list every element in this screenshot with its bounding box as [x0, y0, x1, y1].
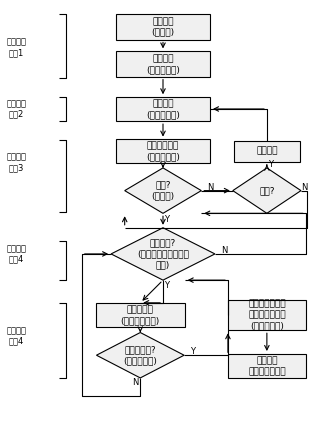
Bar: [116, 139, 210, 163]
Text: 启动?
(通道键): 启动? (通道键): [152, 181, 174, 201]
Bar: [116, 51, 210, 77]
Text: Y: Y: [268, 160, 273, 169]
Text: Y: Y: [190, 347, 195, 356]
Bar: [96, 303, 185, 327]
Text: Y: Y: [164, 281, 170, 290]
Text: 信息输入
(数字功能键): 信息输入 (数字功能键): [146, 54, 180, 74]
Text: 闪烁状态
标志4: 闪烁状态 标志4: [6, 244, 26, 264]
Bar: [234, 141, 300, 162]
Text: 提示启动通道
(进度条闪烁): 提示启动通道 (进度条闪烁): [146, 141, 180, 161]
Text: 显示状态
标志4: 显示状态 标志4: [6, 326, 26, 345]
Text: 最大微分値?
(消除干扰后): 最大微分値? (消除干扰后): [123, 345, 157, 365]
Text: 微分法测量
(转动测试标志): 微分法测量 (转动测试标志): [121, 305, 160, 325]
Bar: [228, 300, 306, 330]
Text: 数据通信
图形和结果打印: 数据通信 图形和结果打印: [248, 356, 286, 376]
Text: 显示状态
标志1: 显示状态 标志1: [6, 38, 26, 57]
Text: 声音提示: 声音提示: [256, 147, 278, 156]
Polygon shape: [125, 168, 201, 213]
Text: N: N: [132, 378, 139, 387]
Text: N: N: [207, 183, 213, 192]
Text: 添加试剂?
(通道键确认或加样检
触发): 添加试剂? (通道键确认或加样检 触发): [137, 239, 189, 269]
Polygon shape: [96, 332, 184, 378]
Bar: [116, 14, 210, 39]
Text: 样本预温
(进度条显示): 样本预温 (进度条显示): [146, 99, 180, 119]
Text: 显示状态
标志2: 显示状态 标志2: [6, 99, 26, 119]
Text: N: N: [301, 183, 307, 192]
Text: 通道选择
(通道键): 通道选择 (通道键): [152, 17, 174, 37]
Polygon shape: [233, 168, 301, 213]
Bar: [228, 354, 306, 378]
Polygon shape: [111, 228, 215, 280]
Text: 超时?: 超时?: [259, 186, 274, 195]
Text: N: N: [221, 246, 228, 255]
Text: 数据处理，显示
结果，绘制曲线
(测试标志停): 数据处理，显示 结果，绘制曲线 (测试标志停): [248, 300, 286, 330]
Text: Y: Y: [164, 215, 170, 224]
Text: 显示状态
标志3: 显示状态 标志3: [6, 152, 26, 172]
Bar: [116, 97, 210, 121]
